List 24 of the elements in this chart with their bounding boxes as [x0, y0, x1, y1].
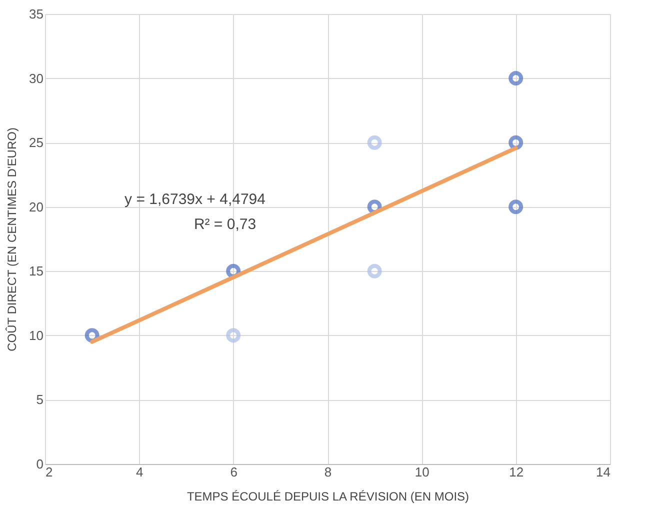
x-tick-label: 6	[230, 464, 238, 480]
point	[367, 264, 382, 278]
x-tick-label: 10	[414, 464, 430, 480]
point	[226, 328, 241, 343]
x-tick-label: 4	[136, 464, 144, 480]
y-tick-label: 15	[29, 264, 44, 279]
x-tick-label: 8	[324, 464, 332, 480]
y-tick-label: 25	[29, 135, 44, 150]
x-tick-label: 14	[596, 464, 610, 480]
annotation: R² = 0,73	[194, 216, 256, 233]
y-tick-label: 0	[36, 456, 44, 472]
x-tick-label: 12	[509, 464, 524, 480]
point	[508, 71, 524, 86]
y-tick-label: 35	[29, 6, 44, 22]
point	[367, 135, 382, 150]
point	[508, 200, 524, 214]
y-tick-label: 10	[29, 328, 44, 343]
x-axis-title: TEMPS ÉCOULÉ DEPUIS LA RÉVISION (EN MOIS)	[186, 490, 470, 504]
x-tick-label: 2	[46, 464, 53, 480]
annotation: y = 1,6739x + 4,4794	[124, 191, 266, 208]
y-tick-label: 20	[29, 199, 44, 214]
y-tick-label: 5	[36, 392, 44, 408]
y-tick-label: 30	[29, 70, 44, 86]
y-axis-title: COÛT DIRECT (EN CENTIMES D'EURO)	[5, 128, 20, 352]
